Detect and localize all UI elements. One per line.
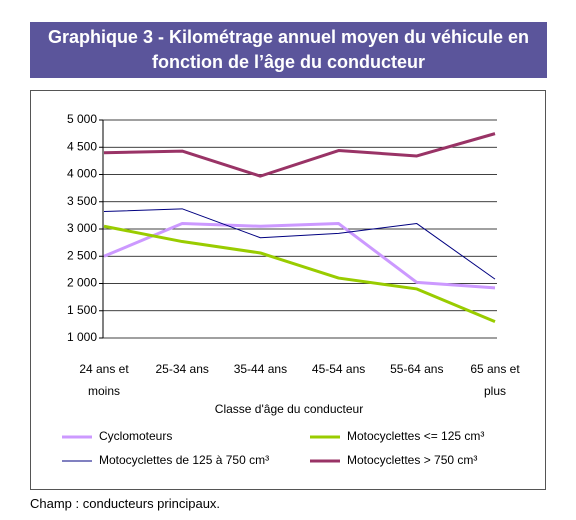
x-tick-label: 25-34 ans bbox=[155, 362, 209, 376]
chart-frame bbox=[30, 90, 546, 490]
y-tick-label: 2 500 bbox=[67, 248, 97, 262]
x-axis-title: Classe d'âge du conducteur bbox=[215, 402, 363, 416]
series-line bbox=[103, 224, 496, 324]
y-tick-label: 2 000 bbox=[67, 276, 97, 290]
y-tick-label: 3 500 bbox=[67, 194, 97, 208]
x-tick-label: 45-54 ans bbox=[311, 362, 366, 376]
y-tick-label: 4 500 bbox=[67, 139, 97, 153]
x-tick-label: 24 ans et moins bbox=[79, 362, 129, 398]
legend-label: Motocyclettes de 125 à 750 cm³ bbox=[99, 453, 269, 467]
series-line bbox=[103, 132, 496, 178]
legend-label: Motocyclettes > 750 cm³ bbox=[347, 453, 477, 467]
legend-label: Motocyclettes <= 125 cm³ bbox=[347, 429, 484, 443]
legend-label: Cyclomoteurs bbox=[99, 429, 172, 443]
y-tick-label: 3 000 bbox=[67, 221, 97, 235]
x-tick-label: 35-44 ans bbox=[233, 362, 288, 376]
footnote: Champ : conducteurs principaux. bbox=[30, 496, 221, 511]
x-tick-label: 65 ans et plus bbox=[470, 362, 520, 398]
y-tick-label: 4 000 bbox=[67, 167, 97, 181]
series-line bbox=[103, 222, 496, 290]
x-tick-label: 55-64 ans bbox=[390, 362, 444, 376]
y-tick-label: 1 000 bbox=[67, 330, 97, 344]
series-line bbox=[103, 208, 496, 280]
y-tick-label: 1 500 bbox=[67, 303, 97, 317]
y-tick-label: 5 000 bbox=[67, 112, 97, 126]
chart-title: Graphique 3 - Kilométrage annuel moyen d… bbox=[30, 22, 547, 78]
